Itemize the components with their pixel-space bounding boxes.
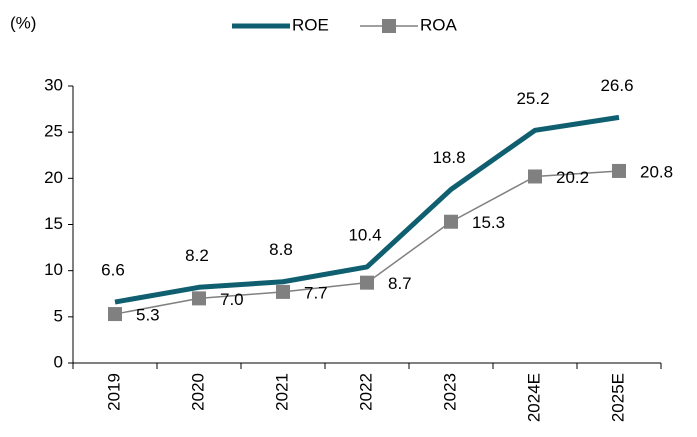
data-label: 8.8 <box>269 240 293 259</box>
y-axis-label: (%) <box>10 13 36 32</box>
roe-line <box>114 114 620 305</box>
x-tick-label: 2022 <box>356 373 375 411</box>
data-label: 25.2 <box>516 89 549 108</box>
y-tick-label: 5 <box>54 306 63 325</box>
marker <box>360 275 374 290</box>
data-label: 8.7 <box>388 274 412 293</box>
data-label: 26.6 <box>600 76 633 95</box>
x-tick-label: 2019 <box>104 373 123 411</box>
data-label: 10.4 <box>348 225 381 244</box>
y-tick-label: 15 <box>44 214 63 233</box>
x-tick-label: 2023 <box>440 373 459 411</box>
x-tick-label: 2020 <box>188 373 207 411</box>
y-tick-label: 25 <box>44 122 63 141</box>
data-label: 7.7 <box>304 283 328 302</box>
marker <box>612 163 626 178</box>
y-tick-label: 30 <box>44 75 63 94</box>
marker <box>192 291 206 306</box>
marker <box>444 214 458 229</box>
y-tick-label: 0 <box>54 352 63 371</box>
data-label: 18.8 <box>432 148 465 167</box>
legend-label: ROA <box>420 15 458 34</box>
data-label: 20.8 <box>640 162 673 181</box>
data-label: 5.3 <box>136 306 160 325</box>
y-tick-label: 20 <box>44 168 63 187</box>
x-tick-label: 2024E <box>524 373 543 422</box>
data-label: 20.2 <box>556 168 589 187</box>
marker <box>276 284 290 299</box>
data-label: 7.0 <box>220 290 244 309</box>
marker <box>108 307 122 322</box>
data-label: 15.3 <box>472 213 505 232</box>
legend-marker <box>382 19 396 33</box>
marker <box>528 169 542 184</box>
legend-label: ROE <box>292 15 329 34</box>
data-label: 8.2 <box>185 246 209 265</box>
data-label: 6.6 <box>101 261 125 280</box>
y-tick-label: 10 <box>44 260 63 279</box>
x-tick-label: 2025E <box>608 373 627 422</box>
x-tick-label: 2021 <box>272 373 291 411</box>
